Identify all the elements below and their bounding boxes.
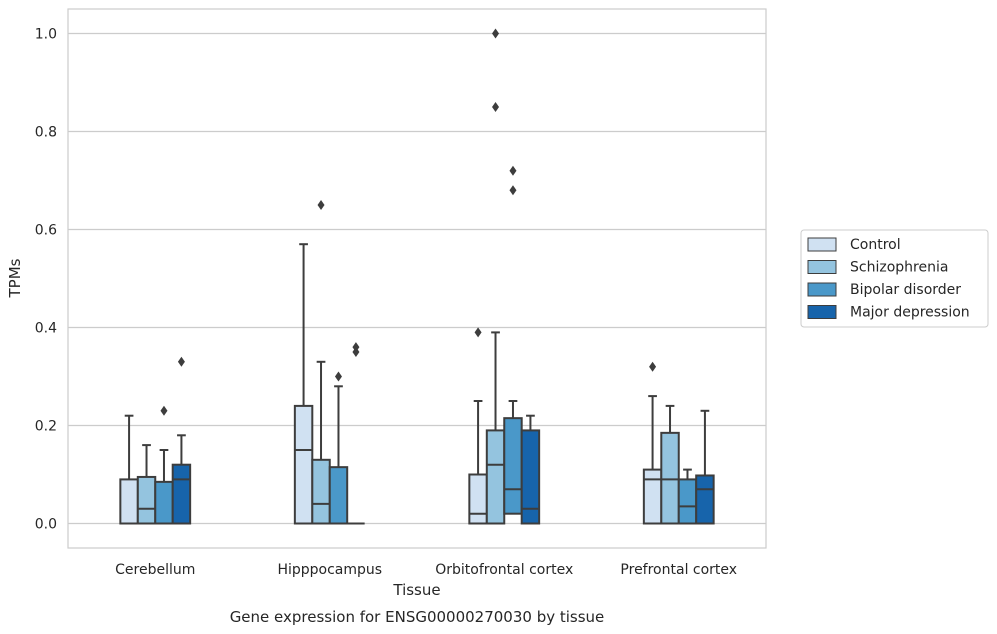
box [311,200,331,525]
outlier-point [509,185,517,196]
series-group [171,342,715,525]
box-body [520,429,541,525]
box [154,405,174,525]
outlier-point [160,405,168,416]
box [503,165,523,515]
box [328,371,349,525]
box [171,356,192,525]
legend-swatch [807,260,837,274]
chart-caption: Gene expression for ENSG00000270030 by t… [230,608,605,626]
box-body [485,429,506,525]
box-body [311,458,331,525]
box [347,342,365,525]
legend-swatch [807,282,837,297]
plot-area-frame [67,8,767,549]
outlier-point [317,200,325,210]
legend-entry-label: Control [850,237,901,253]
box-body [660,431,680,525]
y-axis-label: TPMs [6,258,24,298]
legend: Control Schizophrenia Bipolar disorder Majo… [800,229,989,328]
legend-entry-label: Major depression [850,305,970,321]
box [677,468,698,525]
box-body [695,474,715,525]
box [520,414,541,525]
x-axis-label: Tissue [392,581,440,599]
y-tick-label: 0.0 [35,517,57,533]
legend-entry-label: Bipolar disorder [850,282,961,298]
box-body [503,417,523,515]
outlier-point [177,356,185,367]
legend-items: Control Schizophrenia Bipolar disorder Majo… [807,237,970,321]
outlier-point [509,165,517,176]
series-group [119,243,663,525]
y-tick-labels: 0.0 0.2 0.4 0.6 0.8 1.0 [35,27,57,533]
x-tick-label: Cerebellum [115,562,195,578]
legend-swatch [807,305,837,319]
outlier-point [474,327,482,338]
y-tick-label: 0.2 [35,419,57,435]
y-tick-label: 1.0 [35,27,57,43]
x-tick-label: Orbitofrontal cortex [435,562,573,578]
y-tick-label: 0.6 [35,223,57,239]
series-group [136,28,680,525]
x-tick-label: Prefrontal cortex [620,562,737,578]
box [119,414,139,525]
x-tick-label: Hipppocampus [277,562,382,578]
box-series [119,28,715,525]
box [293,243,314,525]
box-body [468,473,488,525]
y-tick-label: 0.8 [35,125,57,141]
box-body [642,468,663,525]
box-body [293,404,314,525]
legend-swatch [807,237,837,252]
outlier-point [334,371,342,382]
outlier-point [492,28,500,39]
box [642,361,663,525]
series-group [154,165,698,525]
box-body [154,480,174,525]
box [485,28,506,525]
legend-entry-label: Schizophrenia [850,260,948,276]
y-tick-label: 0.4 [35,321,57,337]
box-body [136,475,157,525]
box-body [171,463,192,525]
x-tick-labels: Cerebellum Hipppocampus Orbitofrontal cort… [115,562,737,578]
box-body [677,478,698,525]
outlier-point [649,361,657,372]
box [136,444,157,525]
legend-frame [800,229,989,328]
outlier-point [352,342,360,353]
box-body [328,466,349,525]
outlier-point [492,102,500,112]
box-body [119,478,139,525]
box [660,404,680,525]
box [695,409,715,525]
